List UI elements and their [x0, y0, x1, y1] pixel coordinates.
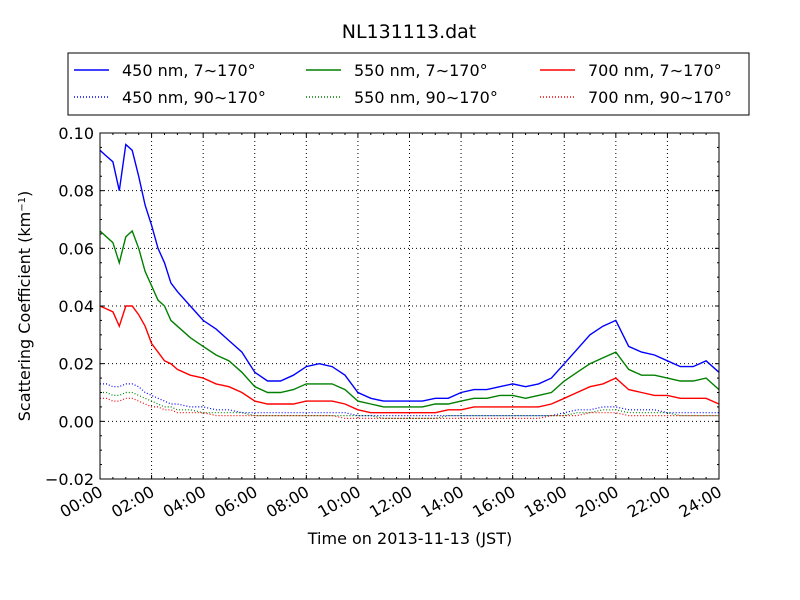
y-tick-label: 0.08 [58, 182, 94, 201]
x-tick-label: 22:00 [624, 482, 673, 522]
x-tick-label: 14:00 [418, 482, 467, 522]
x-tick-label: 06:00 [211, 482, 260, 522]
y-tick-label: 0.02 [58, 355, 94, 374]
chart-title: NL131113.dat [342, 21, 477, 43]
series-line-5 [100, 397, 719, 419]
x-tick-label: 16:00 [469, 482, 518, 522]
y-axis-label: Scattering Coefficient (km−1) [15, 191, 34, 422]
x-axis-label: Time on 2013-11-13 (JST) [307, 529, 512, 548]
y-axis-label-sup: −1 [17, 197, 28, 212]
tick-marks [99, 132, 720, 480]
y-tick-label: −0.02 [45, 470, 94, 489]
x-tick-label: 12:00 [366, 482, 415, 522]
y-tick-label: 0.00 [58, 412, 94, 431]
grid [100, 133, 719, 479]
series-line-2 [99, 229, 720, 408]
legend-label-1: 450 nm, 90∼170° [122, 88, 266, 107]
legend-box [67, 52, 750, 116]
x-tick-label: 20:00 [572, 482, 621, 522]
y-axis-label-main: Scattering Coefficient (km [15, 212, 34, 422]
legend-label-3: 550 nm, 90∼170° [354, 88, 498, 107]
x-tick-label: 08:00 [263, 482, 312, 522]
x-tick-label: 02:00 [108, 482, 157, 522]
legend: 450 nm, 7∼170° 550 nm, 7∼170° 700 nm, 7∼17… [67, 52, 750, 116]
series-line-0 [99, 143, 720, 402]
series-lines [99, 143, 720, 419]
series-line-3 [100, 391, 719, 419]
x-tick-label: 10:00 [314, 482, 363, 522]
x-tick-label: 24:00 [676, 482, 725, 522]
x-tick-label: 18:00 [521, 482, 570, 522]
x-tick-label: 04:00 [160, 482, 209, 522]
series-line-4 [99, 305, 720, 414]
series-line-1 [100, 383, 719, 417]
y-tick-label: 0.06 [58, 239, 94, 258]
x-tick-labels: 00:00 02:00 04:00 06:00 08:00 10:00 12:00 14:00… [57, 482, 725, 522]
legend-label-2: 550 nm, 7∼170° [354, 61, 488, 80]
legend-label-0: 450 nm, 7∼170° [122, 61, 256, 80]
y-axis-label-end: ) [15, 191, 34, 197]
y-tick-label: 0.10 [58, 124, 94, 143]
y-tick-label: 0.04 [58, 297, 94, 316]
legend-label-5: 700 nm, 90∼170° [588, 88, 732, 107]
y-tick-labels: −0.02 0.00 0.02 0.04 0.06 0.08 0.10 [45, 124, 94, 489]
legend-label-4: 700 nm, 7∼170° [588, 61, 722, 80]
